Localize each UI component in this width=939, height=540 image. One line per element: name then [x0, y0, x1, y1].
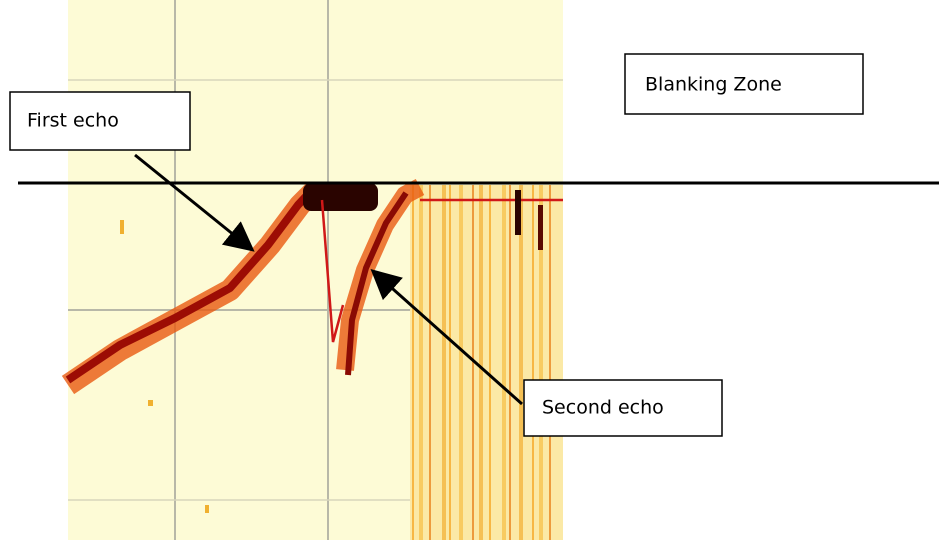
stripe — [479, 185, 483, 540]
stripe — [532, 185, 534, 540]
stripe — [459, 185, 463, 540]
stripe — [509, 185, 511, 540]
stripe — [502, 185, 506, 540]
stripe — [419, 185, 423, 540]
stripe — [429, 185, 431, 540]
label: Blanking Zone — [645, 74, 782, 96]
stripe — [449, 185, 451, 540]
first-echo-box: First echo — [10, 92, 190, 150]
stripe — [442, 185, 446, 540]
second-echo-box: Second echo — [524, 380, 722, 436]
label: Second echo — [542, 397, 664, 419]
page: {"labels": {"blanking_zone": "Blanking Z… — [0, 0, 939, 540]
figure: Blanking Zone First echo Second echo — [0, 0, 939, 540]
stripe — [519, 185, 523, 540]
stripe — [412, 185, 414, 540]
blanking-zone-box: Blanking Zone — [625, 54, 863, 114]
stripe — [489, 185, 491, 540]
echogram — [68, 0, 563, 540]
label: First echo — [27, 110, 119, 132]
stripe — [549, 185, 551, 540]
